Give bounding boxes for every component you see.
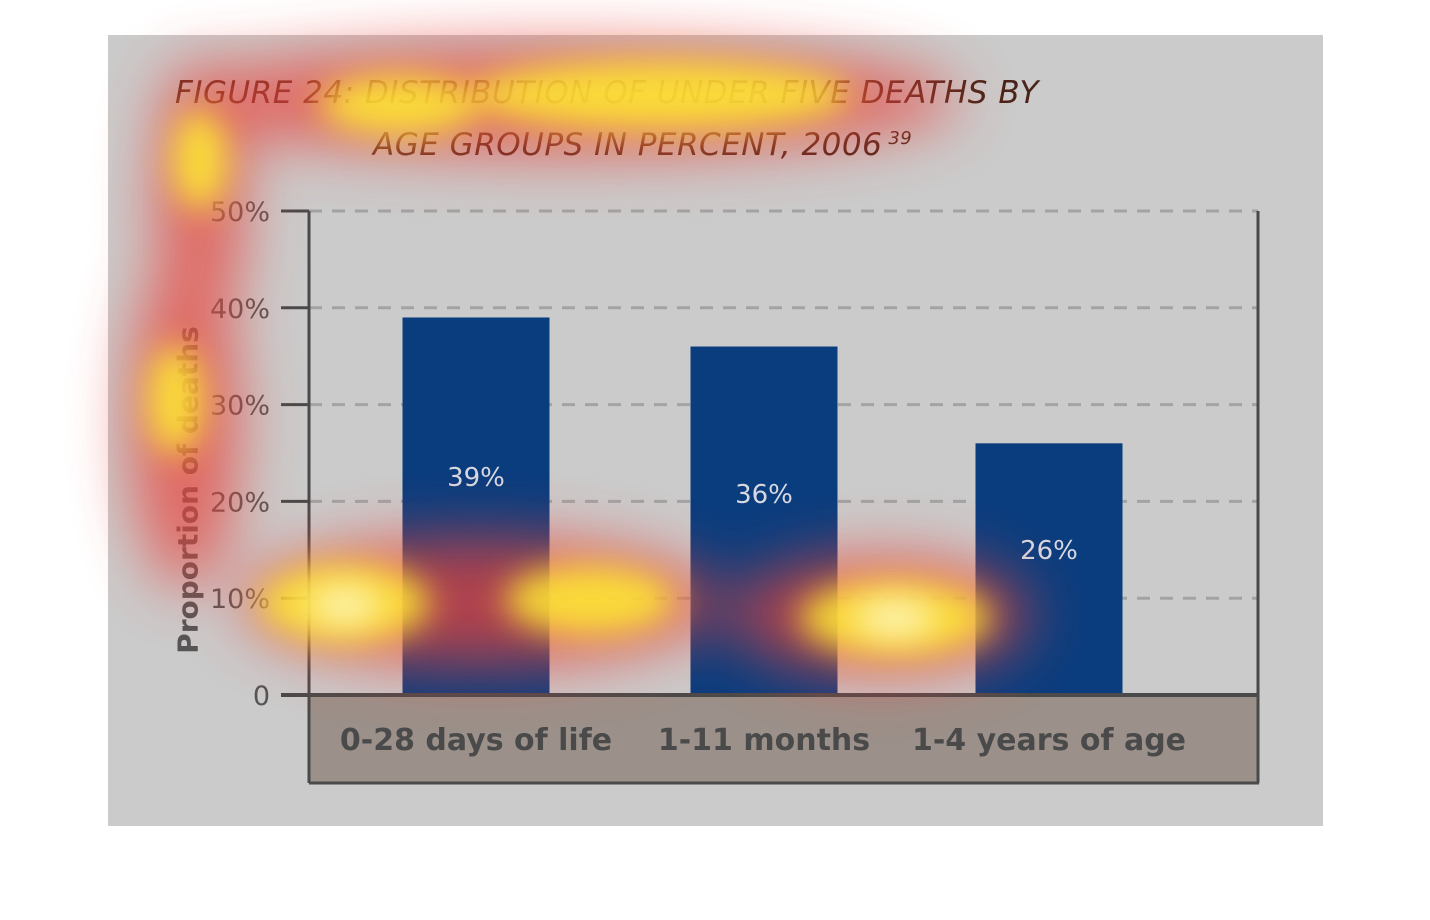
category-band — [309, 695, 1258, 783]
y-tick-label: 40% — [210, 294, 270, 325]
y-tick-label: 10% — [210, 584, 270, 615]
y-ticks: 0 10% 20% 30% 40% 50% — [210, 197, 309, 712]
y-tick-label: 20% — [210, 487, 270, 518]
y-tick-label: 30% — [210, 391, 270, 422]
data-label: 26% — [1020, 536, 1078, 566]
data-label: 39% — [447, 463, 505, 493]
x-tick-label: 0-28 days of life — [340, 723, 612, 758]
data-label: 36% — [735, 480, 793, 510]
bar — [975, 443, 1123, 693]
y-tick-label: 50% — [210, 197, 270, 228]
y-tick-label: 0 — [253, 681, 270, 712]
x-tick-labels: 0-28 days of life 1-11 months 1-4 years of… — [340, 723, 1186, 758]
bar — [402, 317, 550, 693]
bar — [690, 346, 838, 693]
x-tick-label: 1-11 months — [658, 723, 870, 758]
x-tick-label: 1-4 years of age — [912, 723, 1186, 758]
